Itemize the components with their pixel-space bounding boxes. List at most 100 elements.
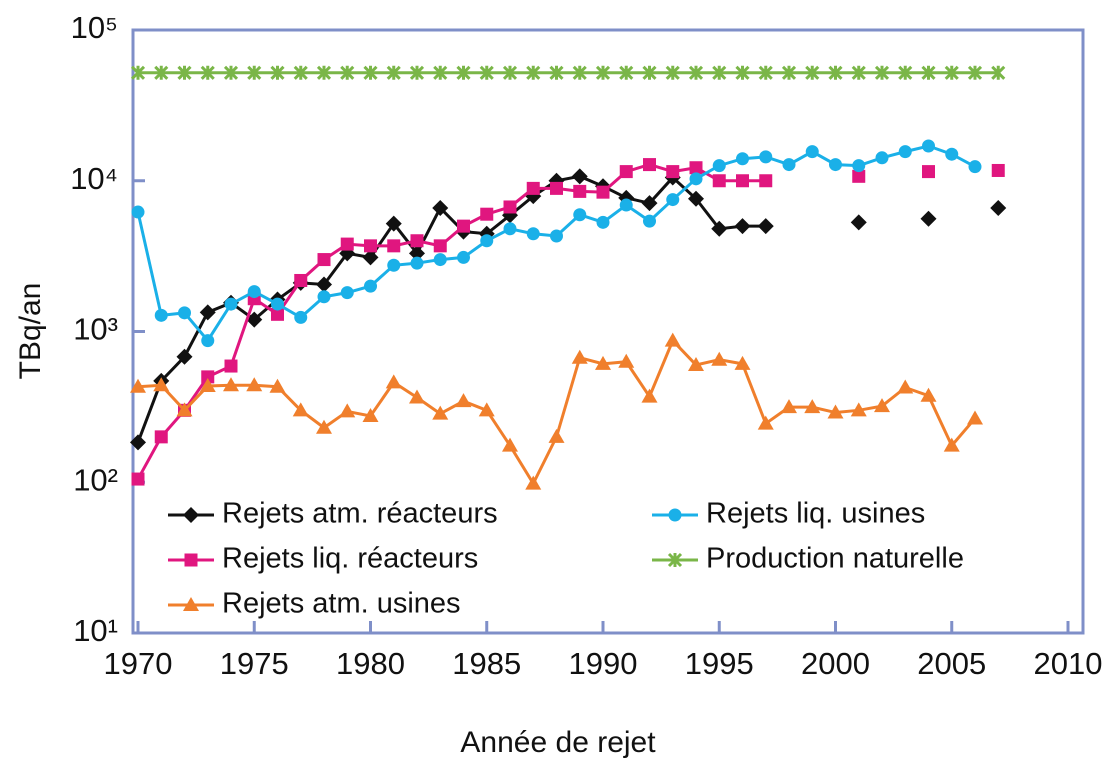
marker bbox=[734, 218, 751, 235]
legend-label: Rejets atm. réacteurs bbox=[222, 498, 498, 530]
legend-label: Rejets liq. usines bbox=[706, 498, 925, 530]
marker bbox=[201, 334, 215, 348]
marker bbox=[666, 165, 680, 179]
marker bbox=[503, 222, 517, 236]
marker bbox=[317, 290, 331, 304]
marker bbox=[805, 65, 820, 80]
marker bbox=[433, 239, 447, 253]
marker bbox=[223, 377, 239, 392]
marker bbox=[409, 65, 425, 80]
marker bbox=[362, 249, 379, 266]
marker bbox=[571, 168, 588, 185]
marker bbox=[922, 139, 935, 153]
marker bbox=[668, 508, 682, 522]
marker bbox=[340, 237, 354, 251]
marker bbox=[201, 370, 215, 384]
marker bbox=[385, 374, 402, 389]
marker bbox=[292, 402, 309, 417]
marker bbox=[689, 172, 703, 186]
marker bbox=[712, 65, 727, 80]
marker bbox=[851, 65, 866, 80]
y-tick-label: 10⁴ bbox=[70, 161, 118, 196]
marker bbox=[131, 472, 145, 486]
marker bbox=[898, 65, 913, 80]
marker bbox=[945, 147, 959, 161]
marker bbox=[480, 207, 494, 221]
marker bbox=[991, 65, 1006, 80]
y-tick-label: 10² bbox=[73, 462, 118, 497]
marker bbox=[176, 402, 193, 417]
marker bbox=[317, 253, 331, 267]
marker bbox=[643, 214, 656, 228]
marker bbox=[131, 205, 145, 219]
marker bbox=[804, 399, 821, 414]
marker bbox=[269, 378, 286, 393]
marker bbox=[596, 185, 610, 199]
y-tick-label: 10¹ bbox=[73, 613, 118, 648]
marker bbox=[246, 311, 263, 328]
marker bbox=[293, 65, 308, 80]
marker bbox=[875, 151, 889, 165]
marker bbox=[479, 65, 494, 80]
marker bbox=[364, 239, 377, 253]
marker bbox=[828, 65, 843, 80]
x-tick-label: 2000 bbox=[801, 646, 870, 681]
marker bbox=[573, 184, 587, 198]
marker bbox=[897, 379, 914, 394]
marker bbox=[712, 159, 726, 173]
marker bbox=[898, 145, 912, 159]
marker bbox=[362, 408, 379, 423]
marker bbox=[852, 169, 866, 183]
marker bbox=[130, 434, 146, 451]
marker bbox=[665, 65, 680, 80]
marker bbox=[735, 65, 750, 80]
marker bbox=[340, 65, 355, 80]
marker bbox=[757, 415, 774, 430]
marker bbox=[829, 158, 842, 172]
marker bbox=[759, 174, 773, 188]
marker bbox=[224, 359, 238, 373]
marker bbox=[247, 285, 261, 299]
marker bbox=[410, 256, 424, 270]
marker bbox=[550, 181, 563, 195]
marker bbox=[572, 65, 587, 80]
x-tick-label: 1990 bbox=[569, 646, 638, 681]
marker bbox=[183, 507, 199, 523]
marker bbox=[316, 276, 332, 293]
marker bbox=[571, 349, 588, 364]
y-tick-label: 10³ bbox=[73, 312, 118, 347]
marker bbox=[432, 405, 449, 420]
marker bbox=[457, 219, 470, 233]
marker bbox=[968, 160, 982, 174]
x-tick-label: 1995 bbox=[685, 646, 754, 681]
x-tick-label: 1975 bbox=[220, 646, 289, 681]
marker bbox=[641, 195, 658, 212]
marker bbox=[456, 65, 471, 80]
marker bbox=[595, 65, 611, 80]
marker bbox=[874, 65, 890, 80]
legend-label: Rejets liq. réacteurs bbox=[222, 543, 478, 575]
marker bbox=[526, 181, 540, 195]
marker bbox=[991, 163, 1005, 177]
marker bbox=[549, 65, 564, 80]
marker bbox=[153, 377, 170, 392]
marker bbox=[666, 193, 680, 207]
marker bbox=[247, 65, 262, 80]
marker bbox=[618, 353, 635, 368]
marker bbox=[457, 250, 470, 264]
marker bbox=[270, 65, 285, 80]
marker bbox=[689, 161, 703, 175]
marker bbox=[850, 214, 867, 231]
marker bbox=[967, 65, 983, 80]
x-tick-label: 2005 bbox=[917, 646, 986, 681]
marker bbox=[736, 152, 749, 166]
marker bbox=[200, 65, 215, 80]
marker bbox=[178, 306, 191, 320]
marker bbox=[805, 145, 819, 159]
marker bbox=[757, 218, 774, 235]
marker bbox=[154, 65, 169, 80]
marker bbox=[921, 65, 936, 80]
marker bbox=[385, 215, 402, 232]
marker bbox=[339, 403, 356, 418]
